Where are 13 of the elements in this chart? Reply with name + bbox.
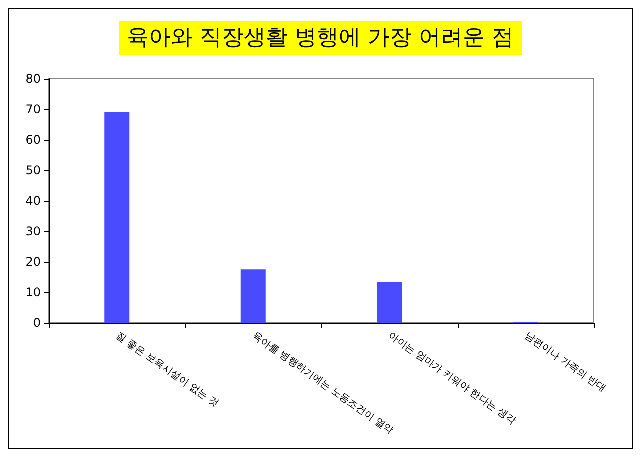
chart-title: 육아와 직장생활 병행에 가장 어려운 점 [127,26,514,50]
y-tick-label: 80 [26,72,41,86]
y-tick-label: 20 [26,255,41,269]
bar [240,270,266,323]
y-tick-label: 0 [33,316,41,330]
bar [377,282,402,323]
bar [104,112,130,323]
y-tick-label: 40 [26,194,41,208]
y-tick-label: 30 [26,224,41,238]
y-tick-label: 70 [26,102,41,116]
y-tick-label: 60 [26,133,41,147]
y-tick-label: 10 [26,286,41,300]
y-tick-label: 50 [26,164,41,178]
